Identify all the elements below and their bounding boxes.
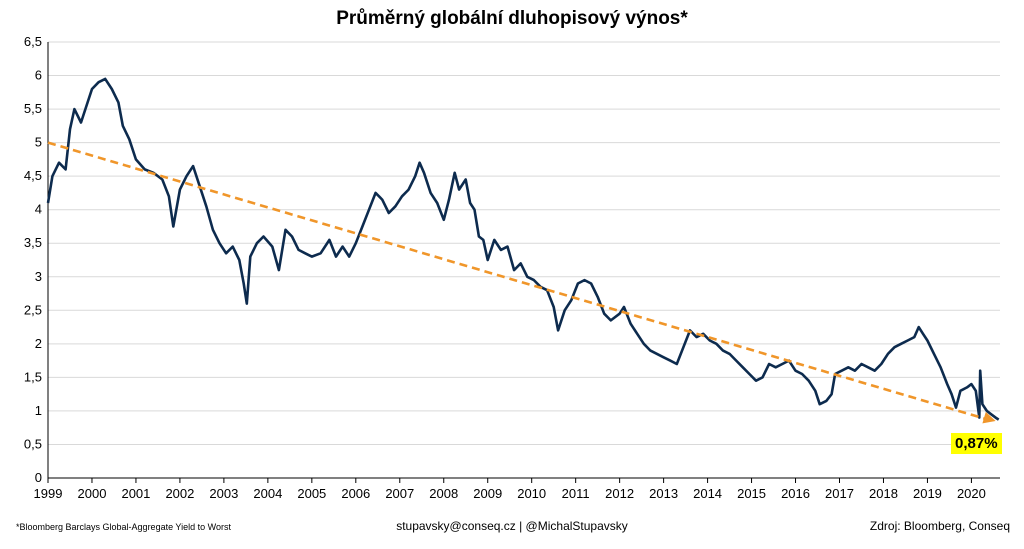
y-tick-label: 4 (35, 202, 42, 217)
x-tick-label: 2010 (517, 486, 546, 501)
x-tick-label: 2015 (737, 486, 766, 501)
y-tick-label: 3 (35, 269, 42, 284)
y-tick-label: 2 (35, 336, 42, 351)
x-tick-label: 2020 (957, 486, 986, 501)
y-tick-label: 1 (35, 403, 42, 418)
x-tick-label: 2011 (562, 486, 590, 501)
y-axis: 0 0,5 1 1,5 2 2,5 3 3,5 4 4,5 5 5,5 6 6,5 (24, 34, 49, 485)
y-tick-label: 5,5 (24, 101, 42, 116)
x-tick-label: 2018 (869, 486, 898, 501)
x-tick-label: 1999 (34, 486, 63, 501)
x-tick-label: 2017 (825, 486, 854, 501)
x-tick-label: 2012 (605, 486, 634, 501)
y-tick-label: 6 (35, 68, 42, 83)
y-tick-label: 4,5 (24, 168, 42, 183)
trendline (47, 141, 988, 421)
x-tick-label: 2014 (693, 486, 722, 501)
y-tick-label: 2,5 (24, 302, 42, 317)
chart-title: Průměrný globální dluhopisový výnos* (336, 8, 688, 29)
footnote: *Bloomberg Barclays Global-Aggregate Yie… (16, 522, 231, 532)
yield-line (46, 77, 1000, 421)
source-note: Zdroj: Bloomberg, Conseq (869, 519, 1010, 533)
x-tick-label: 2006 (341, 486, 370, 501)
last-value-badge: 0,87% (951, 433, 1002, 454)
y-tick-label: 0,5 (24, 436, 42, 451)
x-tick-label: 2009 (473, 486, 502, 501)
contact-info: stupavsky@conseq.cz | @MichalStupavsky (396, 519, 628, 533)
y-tick-label: 6,5 (24, 34, 42, 49)
x-axis: 1999 2000 2001 2002 2003 2004 2005 2006 2007 2008… (34, 477, 1000, 501)
x-tick-label: 2007 (385, 486, 414, 501)
series-group (46, 77, 1000, 421)
x-tick-label: 2001 (121, 486, 150, 501)
x-tick-label: 2016 (781, 486, 810, 501)
y-tick-label: 1,5 (24, 369, 42, 384)
y-tick-label: 0 (35, 470, 42, 485)
x-tick-label: 2000 (78, 486, 107, 501)
x-tick-label: 2002 (165, 486, 194, 501)
x-tick-label: 2008 (429, 486, 458, 501)
y-tick-label: 5 (35, 135, 42, 150)
x-tick-label: 2003 (209, 486, 238, 501)
x-tick-label: 2019 (913, 486, 942, 501)
x-tick-label: 2005 (297, 486, 326, 501)
trendline-arrow (982, 411, 996, 424)
x-tick-label: 2004 (253, 486, 282, 501)
trendline-group (47, 141, 996, 424)
grid (48, 41, 1000, 479)
y-tick-label: 3,5 (24, 235, 42, 250)
x-tick-label: 2013 (649, 486, 678, 501)
